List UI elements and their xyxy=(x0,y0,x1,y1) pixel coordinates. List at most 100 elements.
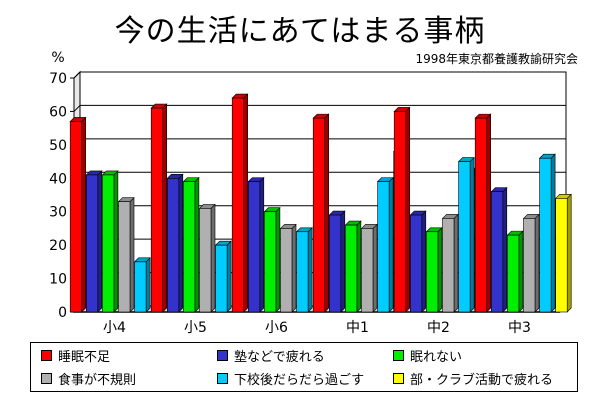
bar-side xyxy=(356,220,362,313)
bar-side xyxy=(388,176,394,313)
bar-side xyxy=(81,116,86,313)
y-tick-label: 60 xyxy=(49,104,67,120)
bar xyxy=(280,228,293,313)
legend-label: 睡眠不足 xyxy=(58,350,111,365)
bar-side xyxy=(291,223,297,313)
bar-side xyxy=(453,213,459,313)
chart-source: 1998年東京都養護教諭研究会 xyxy=(415,52,578,66)
x-tick-label: 小6 xyxy=(265,320,288,336)
bar xyxy=(361,228,374,313)
chart-title: 今の生活にあてはまる事柄 xyxy=(114,14,486,49)
legend-item: 食事が不規則 xyxy=(41,369,136,388)
bar xyxy=(69,121,82,313)
y-tick-label: 70 xyxy=(49,71,67,87)
bar xyxy=(490,191,504,313)
bar xyxy=(523,218,536,313)
bar xyxy=(555,198,568,313)
bar-side xyxy=(275,206,281,313)
bar xyxy=(507,234,520,313)
bar-side xyxy=(566,193,572,313)
bar xyxy=(199,208,212,313)
y-tick-label: 40 xyxy=(49,171,67,187)
bar xyxy=(264,211,277,313)
bar xyxy=(458,161,471,313)
y-tick-label: 0 xyxy=(58,305,67,321)
y-tick-label: 50 xyxy=(49,138,67,154)
legend-swatch xyxy=(393,350,404,361)
legend-swatch xyxy=(217,373,228,384)
x-tick-label: 小4 xyxy=(103,320,126,336)
bar-side xyxy=(340,210,346,313)
bar xyxy=(312,117,326,313)
bar-side xyxy=(226,240,232,313)
bar-side xyxy=(421,210,427,313)
bar-side xyxy=(502,186,508,313)
bar xyxy=(409,214,423,313)
x-tick-label: 小5 xyxy=(184,320,207,336)
bar-side xyxy=(162,103,167,313)
bar xyxy=(328,214,342,313)
bar-side xyxy=(129,196,135,313)
x-tick-label: 中1 xyxy=(346,320,369,336)
legend-label: 下校後だらだら過ごす xyxy=(234,373,365,388)
bar-side xyxy=(534,213,540,313)
bar-side xyxy=(243,93,248,313)
chart-legend: 睡眠不足 塾などで疲れる 眠れない食事が不規則 下校後だらだら過ごす 部・クラブ活動で疲… xyxy=(30,342,578,392)
gridline-slant xyxy=(73,105,81,112)
bar xyxy=(296,231,309,313)
bar-side xyxy=(405,106,411,313)
bar xyxy=(150,107,163,313)
bar-side xyxy=(518,230,524,313)
bar xyxy=(474,117,488,313)
bar-side xyxy=(194,176,200,313)
legend-label: 塾などで疲れる xyxy=(234,350,325,365)
bar xyxy=(86,174,99,313)
bar-side xyxy=(145,257,151,313)
y-tick-label: 20 xyxy=(49,238,67,254)
bar xyxy=(248,181,261,313)
x-tick-label: 中2 xyxy=(427,320,450,336)
legend-swatch xyxy=(41,373,52,384)
bar xyxy=(231,97,244,313)
bar-side xyxy=(372,223,378,313)
bar-side xyxy=(259,176,265,313)
bar xyxy=(377,181,390,313)
legend-item: 塾などで疲れる xyxy=(217,346,325,365)
bar xyxy=(393,111,407,313)
legend-item: 下校後だらだら過ごす xyxy=(217,369,364,388)
legend-item: 眠れない xyxy=(393,346,462,365)
bar-side xyxy=(210,203,216,313)
bar-side xyxy=(550,153,556,313)
y-tick-label: 30 xyxy=(49,205,67,221)
bar-chart: 0 10 20 30 40 50 60 70% 小4 小5 小6 中1 中2 中3 xyxy=(49,50,572,336)
bar-side xyxy=(178,173,184,313)
legend-item: 部・クラブ活動で疲れる xyxy=(393,369,553,388)
bar-side xyxy=(324,113,330,313)
bar xyxy=(167,177,180,313)
bar xyxy=(134,261,147,313)
bar-side xyxy=(437,227,443,313)
gridline-slant xyxy=(73,71,81,79)
bar xyxy=(102,174,115,313)
y-tick-label: 10 xyxy=(49,272,67,288)
legend-swatch xyxy=(217,350,228,361)
bar-side xyxy=(469,156,475,313)
bar xyxy=(118,201,131,313)
legend-swatch xyxy=(393,373,404,384)
legend-swatch xyxy=(41,350,52,361)
bar-side xyxy=(113,170,119,313)
bar xyxy=(183,181,196,313)
legend-label: 部・クラブ活動で疲れる xyxy=(410,373,554,388)
bar xyxy=(539,157,552,313)
x-tick-label: 中3 xyxy=(508,320,531,336)
bar xyxy=(426,231,439,313)
bar xyxy=(215,244,228,313)
bar-side xyxy=(307,227,313,313)
y-axis-label: % xyxy=(51,50,64,66)
legend-label: 食事が不規則 xyxy=(58,373,137,388)
bar xyxy=(442,218,455,313)
bar-side xyxy=(486,113,492,313)
bar-side xyxy=(97,170,103,313)
legend-label: 眠れない xyxy=(410,350,463,365)
legend-item: 睡眠不足 xyxy=(41,346,110,365)
